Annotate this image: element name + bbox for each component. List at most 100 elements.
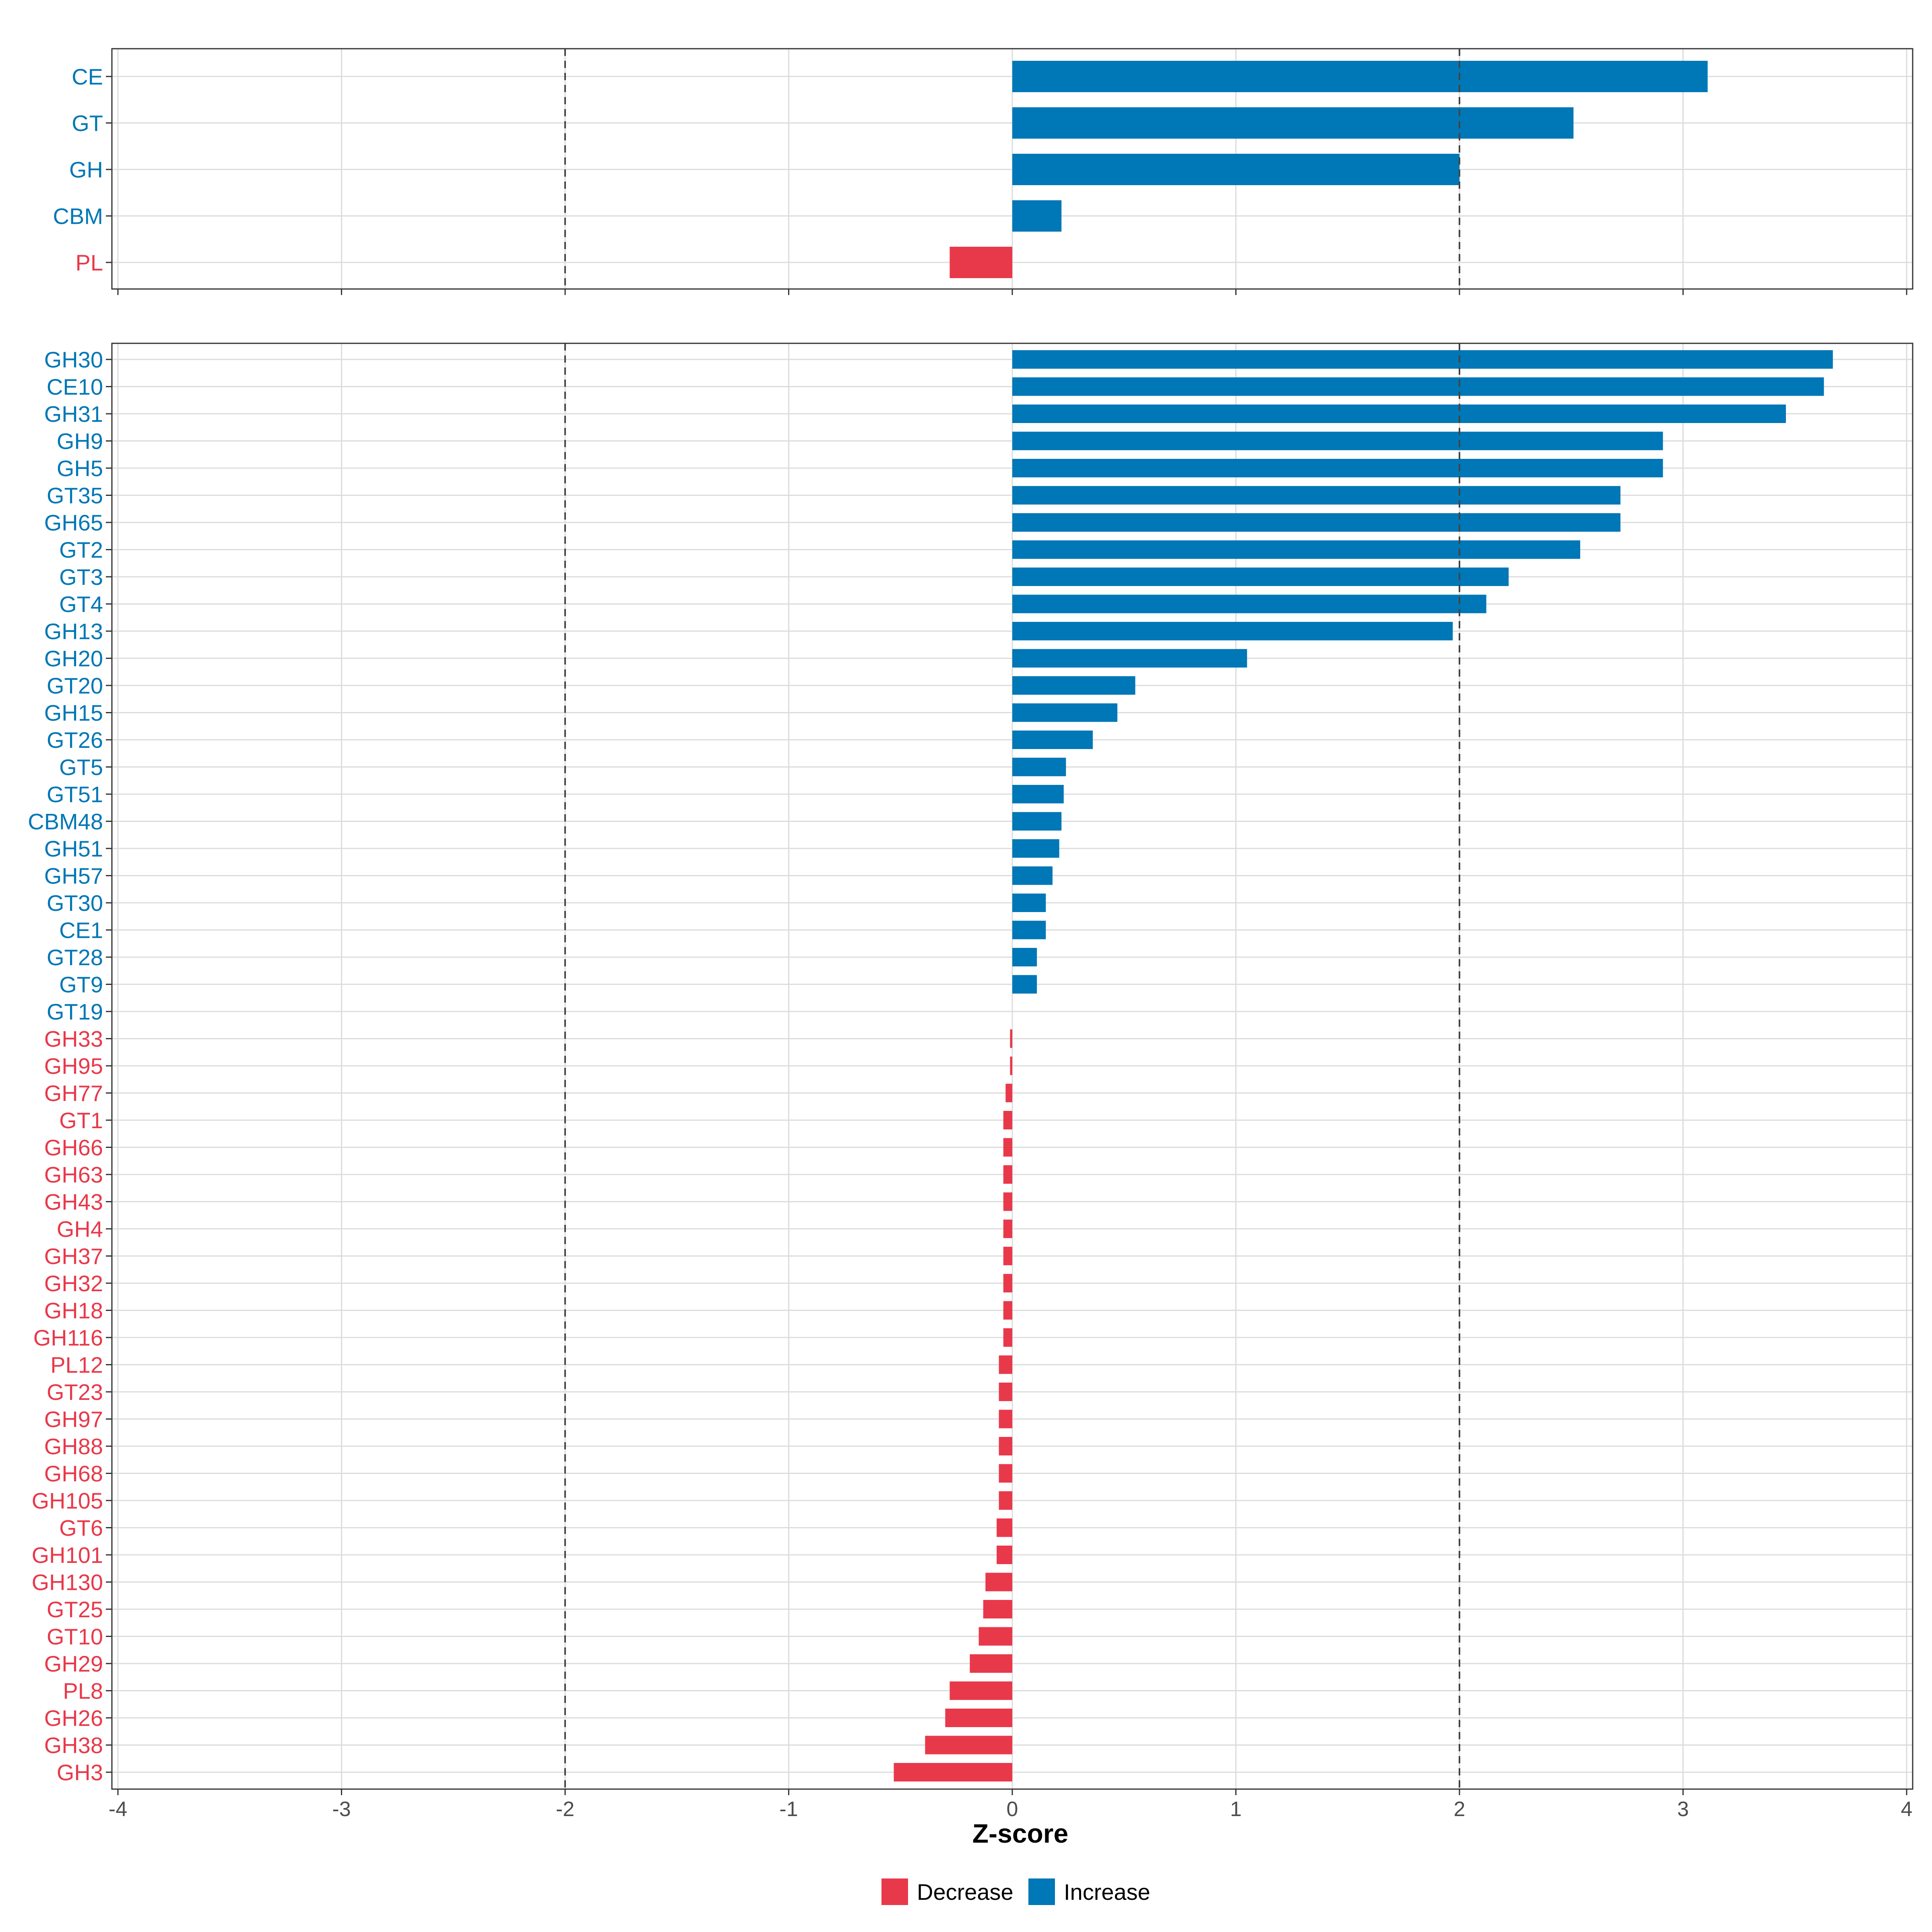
category-label: GH (69, 157, 103, 182)
category-label: GH4 (57, 1216, 103, 1242)
bar-gt20 (1012, 676, 1135, 695)
bar-gt23 (999, 1383, 1012, 1401)
category-label: GT35 (47, 483, 103, 508)
x-tick-label: 4 (1901, 1798, 1913, 1821)
panel-class-level: CE GT GH CBM PL (53, 48, 1913, 295)
category-label: GH3 (57, 1760, 103, 1785)
bar-cbm48 (1012, 812, 1062, 831)
category-label: CBM (53, 204, 103, 229)
category-label: GH29 (44, 1651, 103, 1676)
category-label: PL (76, 250, 103, 275)
bar-gh9 (1012, 431, 1663, 450)
category-label: PL8 (63, 1678, 103, 1704)
category-label: PL12 (50, 1352, 103, 1378)
category-label: GH66 (44, 1135, 103, 1160)
category-label: GH130 (32, 1570, 103, 1595)
category-label: GT9 (59, 972, 103, 997)
bar-gt1 (1003, 1111, 1012, 1129)
bar-gt10 (978, 1627, 1012, 1646)
category-label: GH20 (44, 646, 103, 671)
bar-gh68 (999, 1464, 1012, 1483)
legend-swatch-increase (1028, 1878, 1055, 1905)
category-label: GT (72, 111, 103, 136)
bar-gh88 (999, 1437, 1012, 1455)
x-tick-label: -3 (332, 1798, 351, 1821)
legend-label-decrease: Decrease (917, 1879, 1013, 1905)
category-label: CE1 (59, 918, 103, 943)
category-label: GT3 (59, 564, 103, 590)
category-label: GH101 (32, 1542, 103, 1568)
category-label: GH18 (44, 1298, 103, 1323)
category-label: GH15 (44, 700, 103, 726)
x-tick-label: -2 (556, 1798, 574, 1821)
bar-gh116 (1003, 1328, 1012, 1347)
bar-gh66 (1003, 1138, 1012, 1157)
bar-gh38 (925, 1736, 1012, 1754)
bar-gt5 (1012, 758, 1066, 776)
category-label: GH31 (44, 401, 103, 427)
category-label: GH95 (44, 1053, 103, 1079)
bar-ce1 (1012, 921, 1046, 939)
bar-gh95 (1010, 1057, 1012, 1075)
bar-gh31 (1012, 405, 1786, 423)
bar-gh51 (1012, 839, 1059, 858)
category-label: GH13 (44, 619, 103, 644)
bar-gh4 (1003, 1220, 1012, 1238)
bar-gh26 (945, 1709, 1012, 1727)
category-label: GH63 (44, 1162, 103, 1187)
category-label: CE10 (47, 374, 103, 400)
bar-gh63 (1003, 1165, 1012, 1184)
bar-gt35 (1012, 486, 1620, 505)
bar-gt28 (1012, 948, 1037, 966)
x-axis: -4 -3 -2 -1 0 1 2 3 4 (109, 1798, 1913, 1821)
category-label: GT2 (59, 537, 103, 563)
bar-gt26 (1012, 731, 1093, 749)
bar-pl (949, 247, 1012, 278)
bar-gh15 (1012, 703, 1118, 722)
bar-gh33 (1010, 1029, 1012, 1048)
bar-gh101 (997, 1546, 1012, 1564)
category-label: GH5 (57, 456, 103, 481)
category-label: GH26 (44, 1705, 103, 1731)
category-label: GH97 (44, 1407, 103, 1432)
bar-gt3 (1012, 568, 1509, 586)
bar-gh130 (985, 1573, 1012, 1591)
bar-gh20 (1012, 649, 1247, 668)
category-label: GT51 (47, 782, 103, 807)
bar-gh105 (999, 1491, 1012, 1510)
bar-gh29 (970, 1654, 1012, 1673)
category-label: GH37 (44, 1244, 103, 1269)
bar-ce10 (1012, 377, 1824, 396)
legend-label-increase: Increase (1064, 1879, 1150, 1905)
bar-gh57 (1012, 866, 1053, 885)
category-label: GH51 (44, 836, 103, 861)
bar-gt25 (983, 1600, 1012, 1618)
x-tick-label: -1 (779, 1798, 798, 1821)
bar-gh97 (999, 1410, 1012, 1428)
bar-pl8 (949, 1681, 1012, 1700)
panel-family-level: GH30CE10GH31GH9GH5GT35GH65GT2GT3GT4GH13G… (28, 343, 1913, 1795)
bar-gt6 (997, 1518, 1012, 1537)
bar-gh3 (894, 1763, 1012, 1781)
category-label: CBM48 (28, 809, 103, 834)
category-label: GH30 (44, 347, 103, 372)
category-label: GH38 (44, 1733, 103, 1758)
category-label: GT5 (59, 755, 103, 780)
category-label: GH32 (44, 1271, 103, 1296)
category-label: GH65 (44, 510, 103, 535)
category-label: GT10 (47, 1624, 103, 1649)
category-label: GH33 (44, 1026, 103, 1052)
bar-gt30 (1012, 894, 1046, 912)
category-label: GT30 (47, 890, 103, 916)
legend-swatch-decrease (881, 1878, 908, 1905)
bar-gh13 (1012, 622, 1453, 640)
category-label: GH105 (32, 1488, 103, 1513)
bar-gt2 (1012, 540, 1580, 559)
bar-pl12 (999, 1355, 1012, 1374)
category-label: GH9 (57, 429, 103, 454)
panel-border (111, 48, 1913, 290)
x-tick-label: 2 (1454, 1798, 1466, 1821)
legend: Decrease Increase (881, 1878, 1150, 1905)
category-label: GH68 (44, 1461, 103, 1486)
